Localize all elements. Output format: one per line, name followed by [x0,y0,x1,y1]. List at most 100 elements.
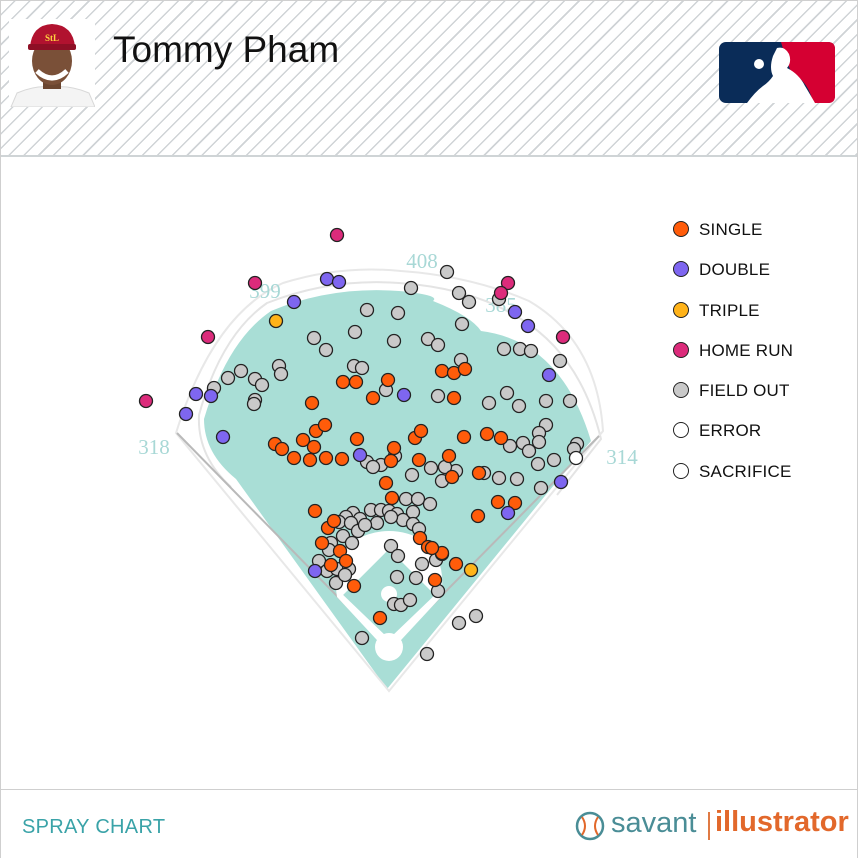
hit-point-double [500,505,516,521]
hit-point-single [424,540,440,556]
hit-point-field-out [451,615,467,631]
hit-point-field-out [410,491,426,507]
hit-point-single [314,535,330,551]
hit-point-field-out [461,294,477,310]
hit-point-single [384,490,400,506]
hit-point-home-run [138,393,154,409]
hit-point-field-out [502,438,518,454]
hit-point-double [188,386,204,402]
svg-text:StL: StL [45,33,59,43]
hit-point-field-out [347,324,363,340]
hit-point-field-out [383,538,399,554]
hit-point-double [553,474,569,490]
hit-point-single [346,578,362,594]
hit-point-single [434,363,450,379]
legend-label: TRIPLE [699,300,760,320]
hit-point-field-out [403,280,419,296]
hit-point-single [304,395,320,411]
hit-point-single [326,513,342,529]
hit-point-field-out [408,570,424,586]
hit-point-field-out [562,393,578,409]
hit-point-field-out [402,592,418,608]
hit-point-double [286,294,302,310]
hit-point-field-out [496,341,512,357]
hit-point-single [507,495,523,511]
hit-point-home-run [500,275,516,291]
hit-point-single [383,453,399,469]
hit-point-single [334,451,350,467]
brand-savant: savant [611,807,697,839]
hit-point-single [411,452,427,468]
hit-point-home-run [493,285,509,301]
hit-point-field-out [481,395,497,411]
legend-label: FIELD OUT [699,381,790,401]
hit-point-field-out [531,434,547,450]
hit-point-field-out [430,388,446,404]
hit-point-field-out [220,370,236,386]
hit-point-error [568,450,584,466]
outer-wall [174,268,605,693]
hit-point-field-out [454,316,470,332]
hit-point-single [295,432,311,448]
legend-label: HOME RUN [699,340,794,360]
fence-label-center: 408 [406,249,438,273]
legend-label: SINGLE [699,220,763,239]
hit-point-single [274,441,290,457]
hit-point-field-out [357,517,373,533]
hit-point-home-run [329,227,345,243]
hit-point-single [323,557,339,573]
hit-point-single [317,417,333,433]
hit-point-single [412,530,428,546]
home-run-marker-icon [673,341,689,358]
hit-point-single [470,508,486,524]
hit-point-field-out [273,366,289,382]
hit-point-single [386,440,402,456]
hit-point-field-out [318,342,334,358]
hit-point-field-out [390,305,406,321]
hit-point-single [335,374,351,390]
hit-point-double [541,367,557,383]
error-marker-icon [673,422,689,439]
hit-point-field-out [430,337,446,353]
hit-point-double [319,271,335,287]
hit-point-single [378,475,394,491]
hit-point-single [471,465,487,481]
double-marker-icon [673,261,689,278]
hit-point-single [456,429,472,445]
hit-point-field-out [359,302,375,318]
hit-point-field-out [254,377,270,393]
hit-point-double [215,429,231,445]
hit-point-single [427,572,443,588]
hit-point-field-out [354,630,370,646]
legend-label: ERROR [699,421,762,441]
hit-point-single [490,494,506,510]
hit-point-single [444,469,460,485]
hit-point-single [372,610,388,626]
footer: SPRAY CHART savant illustrator [1,789,857,858]
hit-point-single [349,431,365,447]
legend-label: SACRIFICE [699,461,792,481]
legend-label: DOUBLE [699,260,771,280]
hit-point-field-out [451,285,467,301]
hit-point-double [178,406,194,422]
hit-point-field-out [491,470,507,486]
outfield-grass [204,290,591,689]
hit-point-field-out [552,353,568,369]
hit-point-field-out [511,398,527,414]
hit-point-home-run [200,329,216,345]
hit-point-field-out [546,452,562,468]
hit-point-field-out [386,333,402,349]
hit-point-double [507,304,523,320]
hit-point-single [365,390,381,406]
hit-point-field-out [423,460,439,476]
hit-point-double [520,318,536,334]
hit-point-field-out [468,608,484,624]
hit-point-single [348,374,364,390]
hit-point-home-run [247,275,263,291]
hit-point-field-out [523,343,539,359]
hit-point-field-out [398,491,414,507]
baseball-icon [575,811,605,841]
hit-point-field-out [365,459,381,475]
hit-point-single [479,426,495,442]
